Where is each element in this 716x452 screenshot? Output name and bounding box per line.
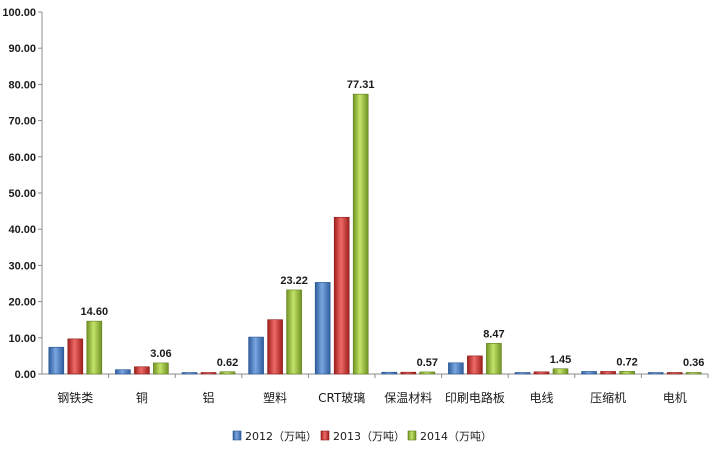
bar-1 bbox=[581, 371, 597, 375]
y-tick-label: 90.00 bbox=[8, 43, 36, 55]
legend-label: 2013（万吨） bbox=[333, 430, 405, 443]
y-tick-label: 50.00 bbox=[8, 188, 36, 200]
y-tick-label: 20.00 bbox=[8, 297, 36, 309]
x-category-label: 铝 bbox=[202, 390, 214, 405]
bar-3 bbox=[352, 93, 369, 375]
bar-3 bbox=[153, 362, 169, 375]
bar-1 bbox=[181, 372, 198, 375]
data-label: 0.57 bbox=[417, 357, 438, 369]
bar-2 bbox=[333, 216, 350, 375]
bar-2 bbox=[267, 319, 283, 375]
bar-1 bbox=[248, 336, 264, 375]
bar-2 bbox=[467, 355, 483, 375]
bar-3 bbox=[219, 371, 236, 375]
bar-3 bbox=[486, 343, 502, 375]
data-label: 0.62 bbox=[217, 357, 238, 369]
data-label: 77.31 bbox=[347, 79, 375, 91]
legend: 2012（万吨） 2013（万吨） 2014（万吨） bbox=[232, 430, 492, 443]
legend-label: 2014（万吨） bbox=[420, 430, 492, 443]
bar-1 bbox=[115, 369, 131, 375]
bars bbox=[48, 93, 702, 375]
bar-1 bbox=[514, 372, 531, 375]
legend-swatch bbox=[407, 430, 417, 441]
bar-3 bbox=[685, 372, 702, 375]
x-category-label: 压缩机 bbox=[590, 390, 626, 405]
bar-3 bbox=[619, 371, 635, 375]
y-tick-label: 60.00 bbox=[8, 152, 36, 164]
y-tick-label: 30.00 bbox=[8, 260, 36, 272]
x-category-label: 保温材料 bbox=[384, 391, 432, 405]
legend-swatch bbox=[320, 430, 330, 441]
legend-label: 2012（万吨） bbox=[245, 430, 317, 443]
bar-1 bbox=[647, 372, 664, 375]
bar-1 bbox=[381, 371, 398, 375]
y-tick-label: 10.00 bbox=[8, 333, 36, 345]
bar-2 bbox=[67, 338, 84, 375]
x-category-label: CRT玻璃 bbox=[318, 391, 365, 405]
bar-1 bbox=[48, 346, 65, 375]
data-label: 14.60 bbox=[81, 306, 109, 318]
x-category-label: 钢铁类 bbox=[57, 391, 93, 405]
bar-2 bbox=[134, 366, 150, 375]
x-category-label: 塑料 bbox=[263, 390, 287, 405]
y-tick-label: 70.00 bbox=[8, 116, 36, 128]
y-tick-label: 40.00 bbox=[8, 224, 36, 236]
x-category-label: 印刷电路板 bbox=[445, 390, 505, 405]
bar-2 bbox=[600, 371, 616, 375]
bar-2 bbox=[200, 372, 217, 375]
data-label: 0.36 bbox=[683, 357, 704, 369]
data-label: 1.45 bbox=[550, 354, 571, 366]
y-tick-label: 80.00 bbox=[8, 79, 36, 91]
axes: 0.00 10.00 20.00 30.00 40.00 50.00 60.00 70.00 8… bbox=[2, 7, 709, 405]
data-label: 3.06 bbox=[150, 348, 171, 360]
bar-3 bbox=[286, 289, 302, 375]
bar-3 bbox=[419, 371, 436, 375]
data-label: 8.47 bbox=[483, 328, 504, 340]
x-category-label: 电线 bbox=[529, 391, 553, 405]
x-category-label: 电机 bbox=[663, 391, 687, 405]
y-tick-label: 100.00 bbox=[2, 7, 36, 19]
x-category-label: 铜 bbox=[136, 390, 148, 405]
data-label: 23.22 bbox=[280, 275, 308, 287]
y-tick-label: 0.00 bbox=[15, 369, 36, 381]
bar-2 bbox=[400, 371, 417, 375]
bar-1 bbox=[314, 282, 331, 375]
bar-3 bbox=[552, 368, 569, 375]
data-labels: 14.60 3.06 0.62 23.22 77.31 0.57 8.47 1.45 0.72 0… bbox=[81, 79, 705, 369]
data-label: 0.72 bbox=[616, 356, 637, 368]
bar-2 bbox=[666, 372, 683, 375]
legend-swatch bbox=[232, 430, 242, 441]
bar-2 bbox=[533, 371, 550, 375]
bar-3 bbox=[86, 320, 103, 375]
bar-1 bbox=[448, 362, 464, 375]
